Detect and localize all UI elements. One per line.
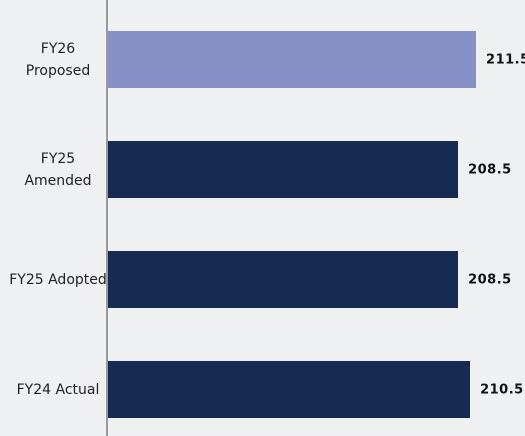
bar — [108, 361, 471, 418]
bar — [108, 141, 459, 198]
value-label: 210.5 — [480, 382, 524, 397]
axis-line — [106, 0, 108, 436]
category-label: FY25 Adopted — [9, 271, 107, 288]
bar — [108, 31, 477, 88]
bar — [108, 251, 459, 308]
category-label: FY26 Proposed — [25, 40, 91, 79]
category-label: FY25 Amended — [24, 150, 92, 189]
category-label: FY24 Actual — [16, 381, 100, 398]
value-label: 208.5 — [468, 272, 512, 287]
value-label: 211.5 — [486, 52, 525, 67]
value-label: 208.5 — [468, 162, 512, 177]
